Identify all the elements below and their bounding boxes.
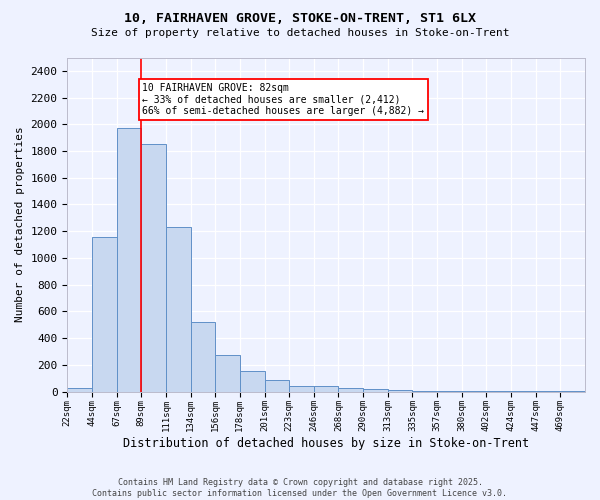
Bar	[240, 371, 265, 392]
Bar	[314, 386, 338, 392]
Y-axis label: Number of detached properties: Number of detached properties	[15, 126, 25, 322]
Bar	[92, 236, 116, 392]
Bar	[141, 144, 166, 392]
Bar	[67, 388, 92, 392]
Bar	[338, 388, 363, 392]
Text: 10, FAIRHAVEN GROVE, STOKE-ON-TRENT, ST1 6LX: 10, FAIRHAVEN GROVE, STOKE-ON-TRENT, ST1…	[124, 12, 476, 26]
Bar	[363, 389, 388, 392]
Bar	[412, 391, 437, 392]
Bar	[388, 390, 412, 392]
Bar	[437, 391, 462, 392]
Text: 10 FAIRHAVEN GROVE: 82sqm
← 33% of detached houses are smaller (2,412)
66% of se: 10 FAIRHAVEN GROVE: 82sqm ← 33% of detac…	[142, 83, 424, 116]
Bar	[191, 322, 215, 392]
Bar	[289, 386, 314, 392]
Bar	[116, 128, 141, 392]
Bar	[166, 227, 191, 392]
Bar	[215, 355, 240, 392]
Bar	[265, 380, 289, 392]
X-axis label: Distribution of detached houses by size in Stoke-on-Trent: Distribution of detached houses by size …	[123, 437, 529, 450]
Text: Size of property relative to detached houses in Stoke-on-Trent: Size of property relative to detached ho…	[91, 28, 509, 38]
Text: Contains HM Land Registry data © Crown copyright and database right 2025.
Contai: Contains HM Land Registry data © Crown c…	[92, 478, 508, 498]
